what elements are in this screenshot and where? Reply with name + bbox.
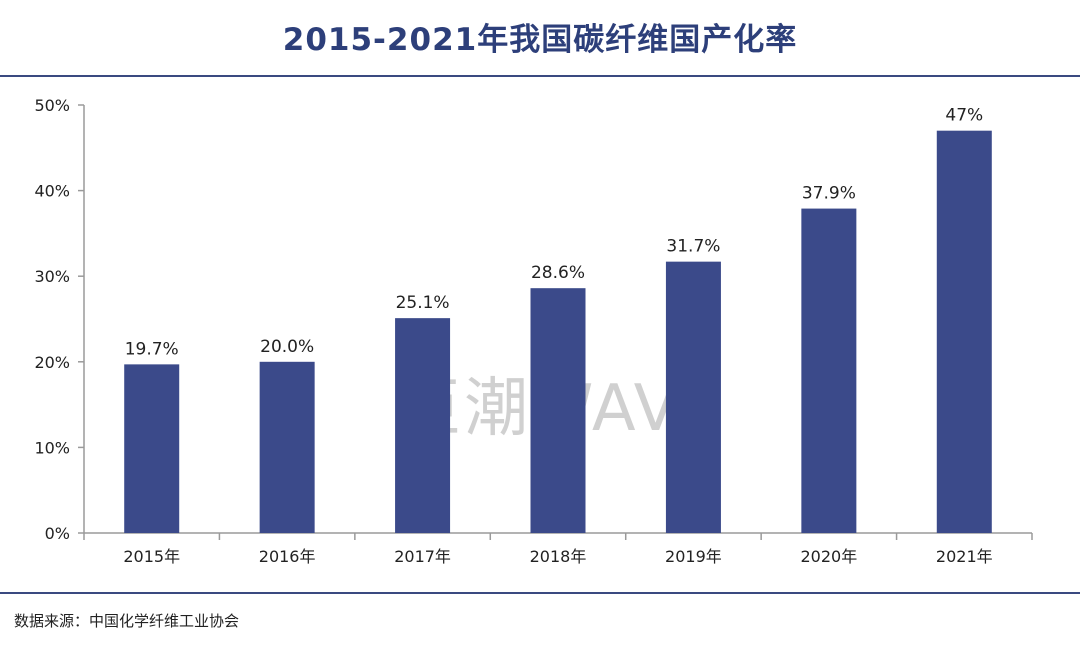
bar-data-label: 28.6% <box>531 263 585 283</box>
bar-data-label: 25.1% <box>396 293 450 313</box>
y-tick-label: 20% <box>34 353 70 372</box>
y-tick-label: 10% <box>34 438 70 457</box>
bar <box>259 361 315 533</box>
y-tick-label: 40% <box>34 182 70 201</box>
y-tick-label: 0% <box>45 524 70 543</box>
bar <box>530 288 586 533</box>
x-tick-label: 2020年 <box>800 547 857 566</box>
bar <box>124 364 180 533</box>
x-tick-label: 2016年 <box>259 547 316 566</box>
source-note: 数据来源：中国化学纤维工业协会 <box>14 612 240 630</box>
bar-data-label: 19.7% <box>125 339 179 359</box>
x-tick-label: 2015年 <box>123 547 180 566</box>
chart-title: 2015-2021年我国碳纤维国产化率 <box>282 22 798 58</box>
bar-data-label: 20.0% <box>260 337 314 357</box>
bar <box>665 261 721 533</box>
bar-data-label: 47% <box>945 106 983 126</box>
bar <box>936 130 992 533</box>
y-tick-label: 30% <box>34 267 70 286</box>
bar-chart: 0%10%20%30%40%50%巨潮WAVE19.7%2015年20.0%20… <box>34 96 1033 566</box>
bar-data-label: 37.9% <box>802 184 856 204</box>
y-tick-label: 50% <box>34 96 70 115</box>
x-tick-label: 2019年 <box>665 547 722 566</box>
footer-divider <box>0 592 1080 594</box>
x-tick-label: 2018年 <box>530 547 587 566</box>
bar <box>395 318 451 533</box>
bar <box>801 208 857 534</box>
title-divider <box>0 75 1080 77</box>
x-tick-label: 2017年 <box>394 547 451 566</box>
bar-data-label: 31.7% <box>666 237 720 257</box>
x-tick-label: 2021年 <box>936 547 993 566</box>
